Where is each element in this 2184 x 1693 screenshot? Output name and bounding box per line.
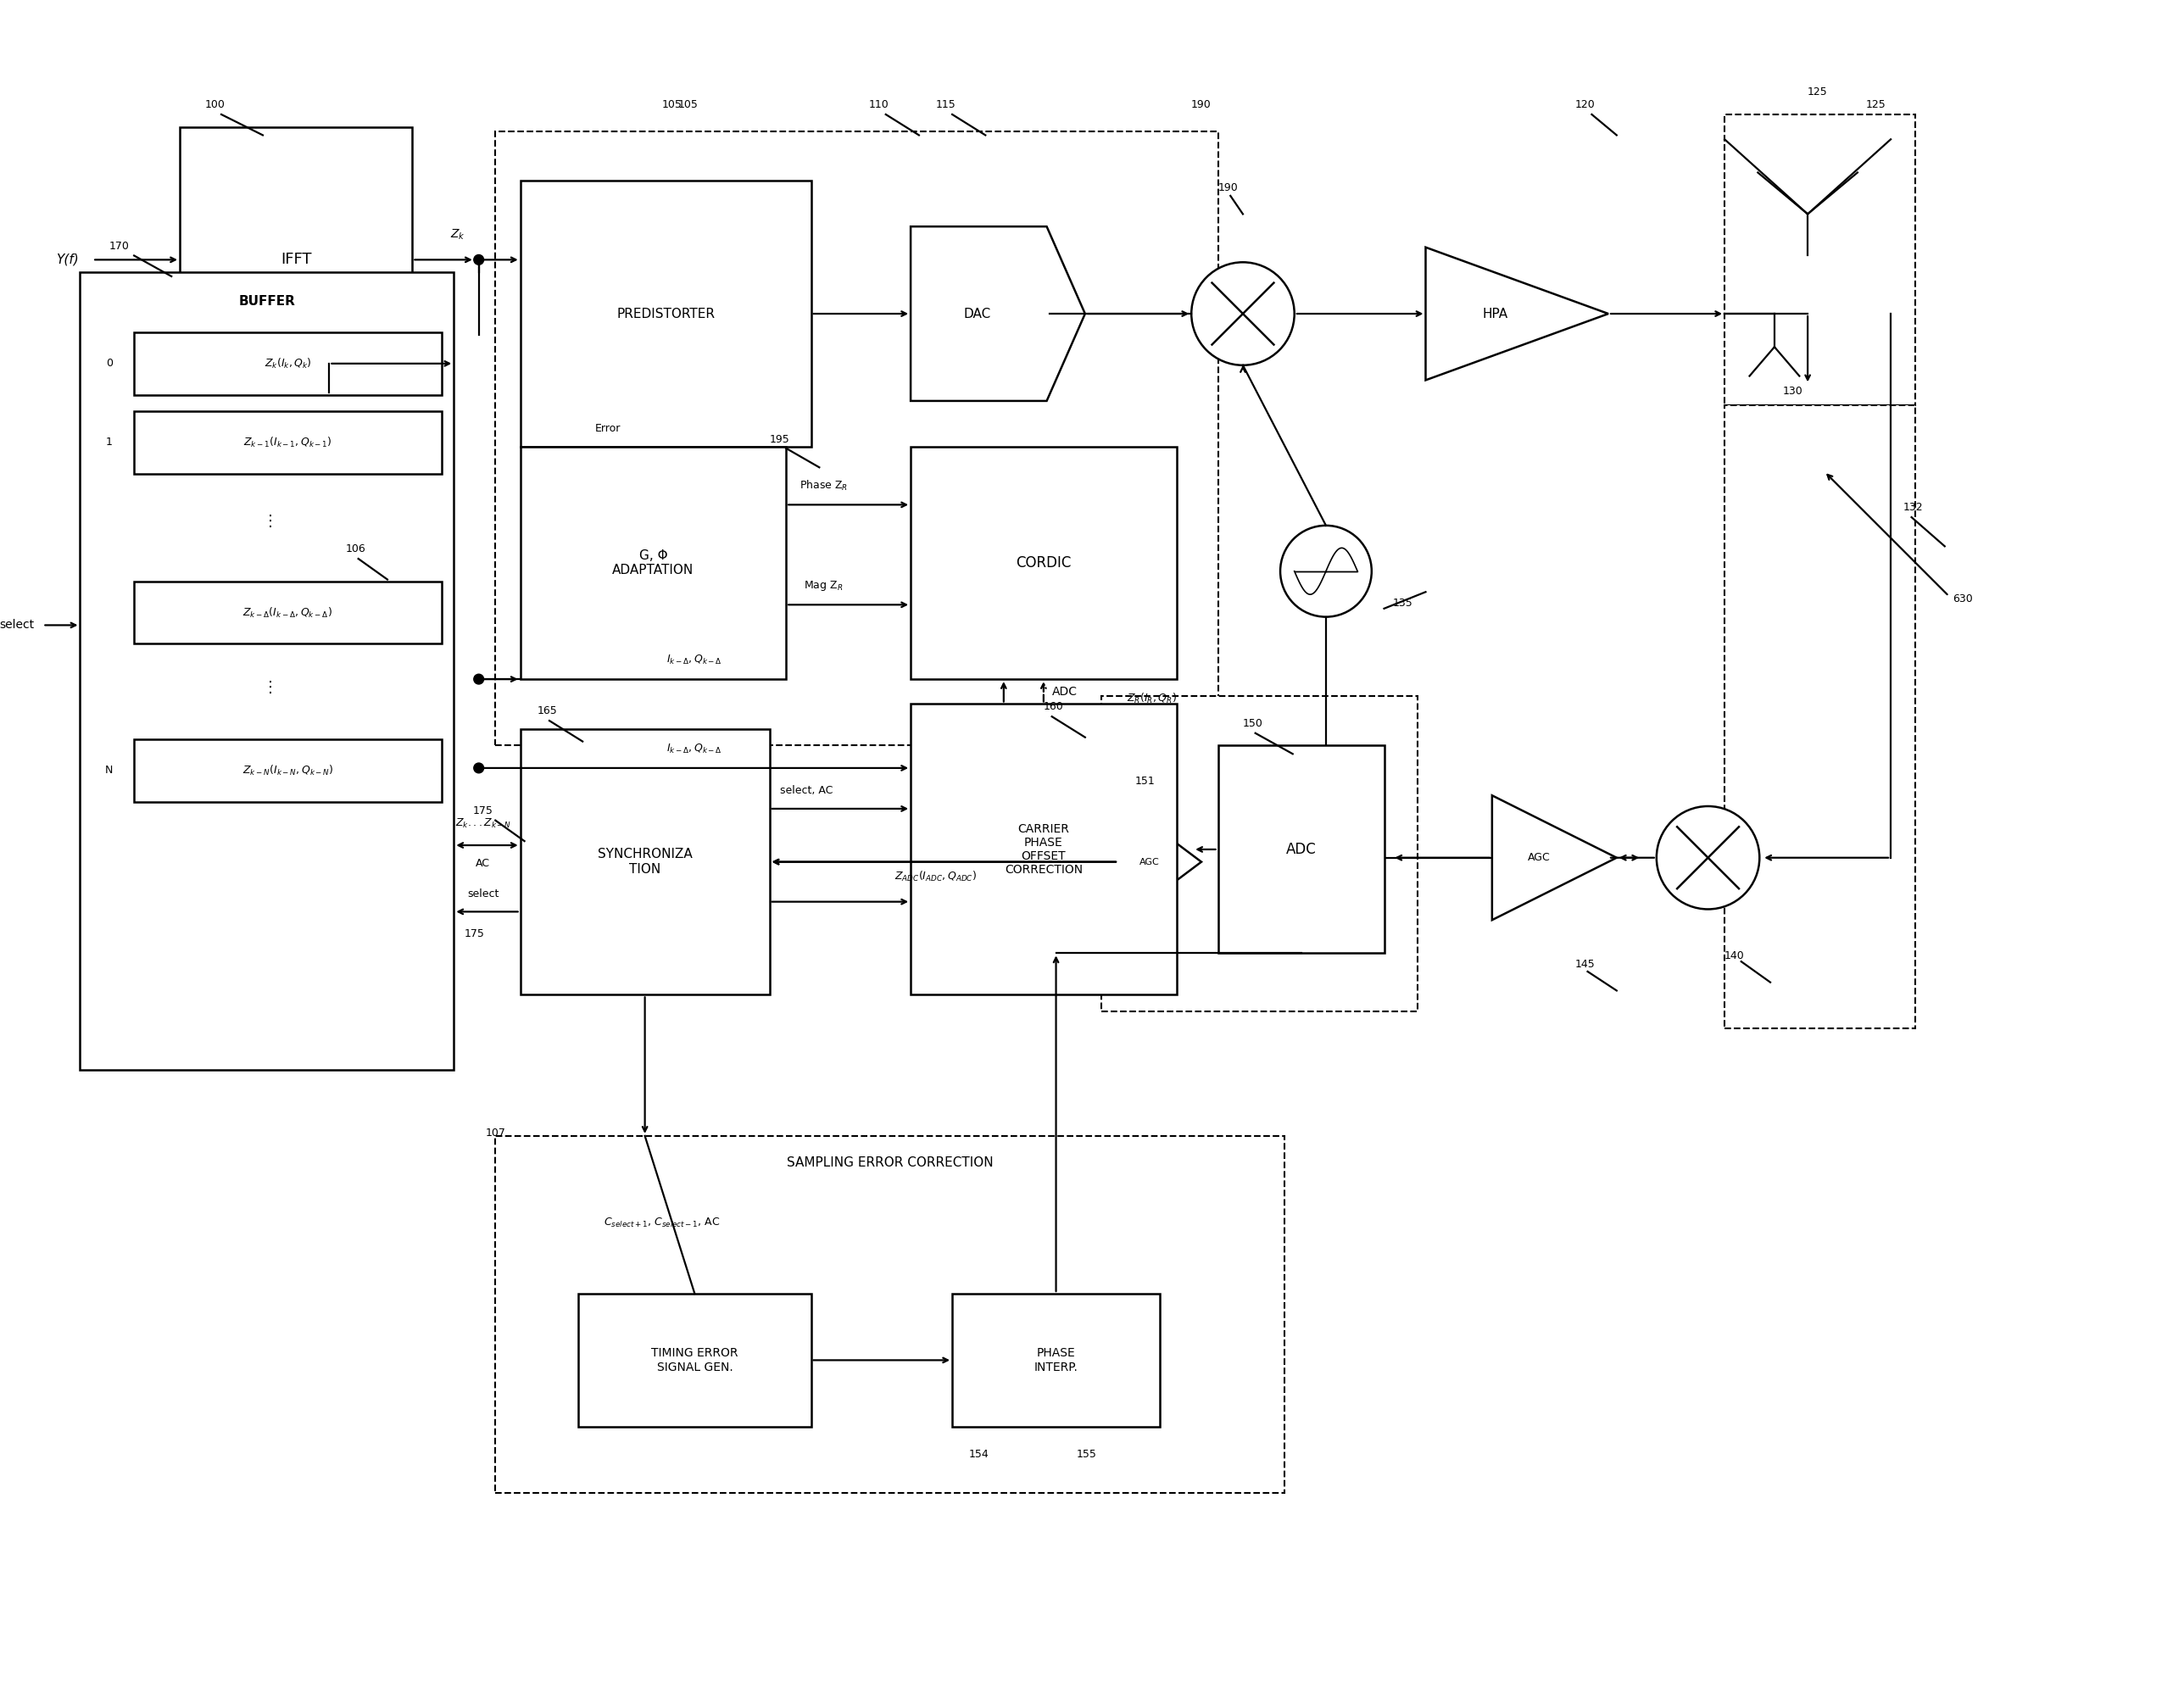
Text: ADC: ADC <box>1286 841 1317 857</box>
Text: $Z_k$: $Z_k$ <box>450 229 465 242</box>
Text: 106: 106 <box>345 543 367 555</box>
Text: 175: 175 <box>465 928 485 940</box>
Text: 630: 630 <box>1952 593 1972 604</box>
Circle shape <box>474 764 483 774</box>
Text: select, AC: select, AC <box>780 786 834 796</box>
Text: 140: 140 <box>1725 950 1745 962</box>
Text: 110: 110 <box>869 100 889 110</box>
Text: HPA: HPA <box>1483 308 1507 320</box>
Text: IFFT: IFFT <box>280 252 312 267</box>
Text: 154: 154 <box>970 1449 989 1459</box>
Bar <box>496 130 1219 745</box>
Text: N: N <box>105 765 114 775</box>
Bar <box>911 447 1177 679</box>
Polygon shape <box>1426 247 1607 381</box>
Text: 190: 190 <box>1219 183 1238 193</box>
Text: 135: 135 <box>1393 598 1413 608</box>
Bar <box>1725 115 1915 405</box>
Text: 170: 170 <box>109 240 129 252</box>
Text: SAMPLING ERROR CORRECTION: SAMPLING ERROR CORRECTION <box>786 1156 994 1170</box>
Text: $I_{k-\Delta},Q_{k-\Delta}$: $I_{k-\Delta},Q_{k-\Delta}$ <box>666 743 723 755</box>
Text: $Z_{k-1}(I_{k-1},Q_{k-1})$: $Z_{k-1}(I_{k-1},Q_{k-1})$ <box>242 435 332 449</box>
Text: 125: 125 <box>1865 100 1887 110</box>
Text: DAC: DAC <box>963 308 992 320</box>
Bar <box>520 730 769 995</box>
Bar <box>133 740 441 802</box>
Bar <box>1725 405 1915 1028</box>
Text: 0: 0 <box>105 357 114 369</box>
Circle shape <box>1192 262 1295 366</box>
Bar <box>1219 745 1385 953</box>
Bar <box>1101 696 1417 1011</box>
Text: 130: 130 <box>1782 386 1804 396</box>
Text: Y(f): Y(f) <box>57 254 79 266</box>
Text: $\vdots$: $\vdots$ <box>262 679 273 696</box>
Bar <box>133 411 441 474</box>
Text: $Z_R(I_R; Q_R)$: $Z_R(I_R; Q_R)$ <box>1127 692 1177 706</box>
Text: 155: 155 <box>1077 1449 1096 1459</box>
Bar <box>133 582 441 643</box>
Text: $Z_{k-N}(I_{k-N},Q_{k-N})$: $Z_{k-N}(I_{k-N},Q_{k-N})$ <box>242 764 334 777</box>
Text: $Z_{k-\Delta}(I_{k-\Delta},Q_{k-\Delta})$: $Z_{k-\Delta}(I_{k-\Delta},Q_{k-\Delta})… <box>242 606 332 620</box>
Text: BUFFER: BUFFER <box>238 295 295 308</box>
Bar <box>579 1293 810 1427</box>
Text: 145: 145 <box>1575 958 1594 970</box>
Bar <box>179 127 413 393</box>
Text: G, Φ
ADAPTATION: G, Φ ADAPTATION <box>612 549 695 577</box>
Circle shape <box>474 254 483 264</box>
Polygon shape <box>911 227 1085 401</box>
Text: AGC: AGC <box>1529 852 1551 863</box>
Text: 120: 120 <box>1575 100 1594 110</box>
Text: Mag Z$_R$: Mag Z$_R$ <box>804 579 843 593</box>
Text: AC: AC <box>476 858 489 869</box>
Text: ADC: ADC <box>1053 686 1077 698</box>
Bar <box>520 181 810 447</box>
Text: PREDISTORTER: PREDISTORTER <box>616 308 714 320</box>
Text: CARRIER
PHASE
OFFSET
CORRECTION: CARRIER PHASE OFFSET CORRECTION <box>1005 823 1083 875</box>
Text: $\vdots$: $\vdots$ <box>262 513 273 530</box>
Bar <box>911 704 1177 995</box>
Text: 107: 107 <box>485 1128 505 1139</box>
Text: $C_{select+1}$, $C_{select-1}$, AC: $C_{select+1}$, $C_{select-1}$, AC <box>603 1217 721 1229</box>
Polygon shape <box>1118 799 1201 924</box>
Bar <box>496 1136 1284 1493</box>
Bar <box>133 332 441 394</box>
Text: select: select <box>467 889 498 899</box>
Circle shape <box>474 674 483 684</box>
Bar <box>81 273 454 1070</box>
Text: TIMING ERROR
SIGNAL GEN.: TIMING ERROR SIGNAL GEN. <box>651 1348 738 1373</box>
Text: $Z_k...Z_{k-N}$: $Z_k...Z_{k-N}$ <box>454 818 511 830</box>
Circle shape <box>1280 525 1372 616</box>
Text: SYNCHRONIZA
TION: SYNCHRONIZA TION <box>598 848 692 875</box>
Text: 125: 125 <box>1808 86 1828 98</box>
Text: Error: Error <box>594 423 620 433</box>
Bar <box>520 447 786 679</box>
Polygon shape <box>1492 796 1616 919</box>
Text: AGC: AGC <box>1140 858 1160 867</box>
Text: 151: 151 <box>1136 775 1155 787</box>
Text: 175: 175 <box>472 806 494 816</box>
Text: 190: 190 <box>1190 100 1212 110</box>
Text: 165: 165 <box>537 706 557 716</box>
Text: 1: 1 <box>105 437 114 449</box>
Text: $I_{k-\Delta},Q_{k-\Delta}$: $I_{k-\Delta},Q_{k-\Delta}$ <box>666 653 723 667</box>
Bar <box>952 1293 1160 1427</box>
Text: 160: 160 <box>1044 701 1064 713</box>
Text: 195: 195 <box>769 433 791 445</box>
Text: $Z_k(I_k,Q_k)$: $Z_k(I_k,Q_k)$ <box>264 357 312 371</box>
Text: select: select <box>0 620 35 631</box>
Text: PHASE
INTERP.: PHASE INTERP. <box>1033 1348 1079 1373</box>
Text: 105: 105 <box>677 100 699 110</box>
Text: $Z_{ADC}(I_{ADC}, Q_{ADC})$: $Z_{ADC}(I_{ADC}, Q_{ADC})$ <box>895 870 976 884</box>
Text: 105: 105 <box>662 100 681 110</box>
Circle shape <box>1655 806 1760 909</box>
Text: 132: 132 <box>1902 503 1924 513</box>
Text: 100: 100 <box>205 100 225 110</box>
Text: 150: 150 <box>1243 718 1262 730</box>
Text: CORDIC: CORDIC <box>1016 555 1072 571</box>
Text: 115: 115 <box>935 100 957 110</box>
Text: Phase Z$_R$: Phase Z$_R$ <box>799 479 847 493</box>
